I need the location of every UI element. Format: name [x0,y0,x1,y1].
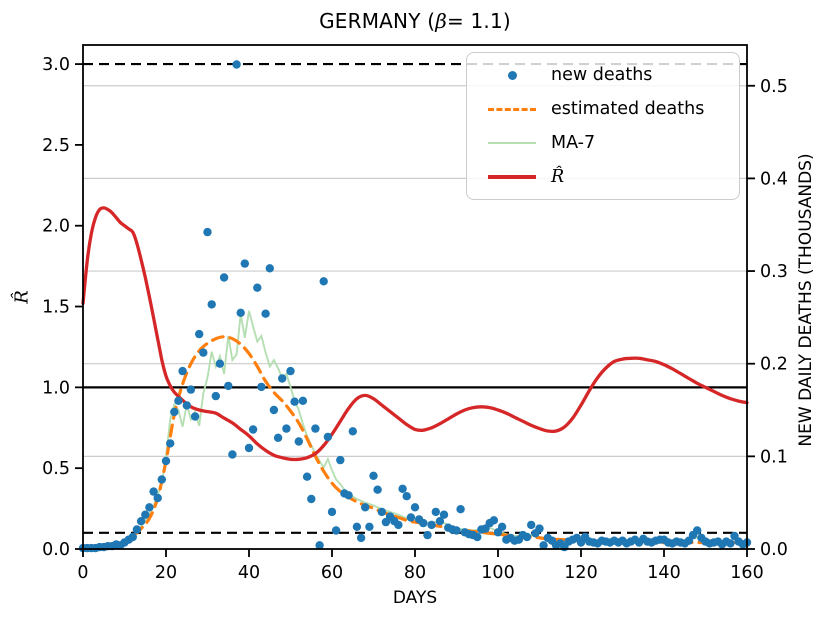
left-axis-ticks: 0.0 0.5 1.0 1.5 2.0 2.5 3.0 [42,55,83,560]
legend-item-r-hat: R̂ [487,160,739,194]
legend-label-r-hat: R̂ [551,167,565,187]
y-axis-label-left: R̂ [11,290,33,304]
legend-label-ma7: MA-7 [551,133,596,153]
svg-text:20: 20 [155,563,177,583]
legend-item-ma7: MA-7 [487,126,739,160]
svg-text:3.0: 3.0 [42,55,70,75]
svg-text:40: 40 [238,563,260,583]
chart-title-prefix: GERMANY ( [319,9,436,33]
legend-item-estimated-deaths: estimated deaths [487,92,739,126]
y-axis-label-right: NEW DAILY DEATHS (THOUSANDS) [796,153,816,447]
right-axis-ticks: 0.0 0.1 0.2 0.3 0.4 0.5 [747,77,788,560]
svg-text:2.5: 2.5 [42,136,70,156]
svg-text:0.2: 0.2 [760,355,788,375]
new-deaths-marker-icon [487,70,537,80]
svg-text:1.5: 1.5 [42,298,70,318]
svg-text:160: 160 [730,563,763,583]
beta-symbol: β [435,9,447,33]
svg-text:0.0: 0.0 [42,540,70,560]
legend-label-estimated-deaths: estimated deaths [551,99,705,119]
svg-text:0.5: 0.5 [760,77,788,97]
ma7-marker-icon [487,142,537,144]
legend-item-new-deaths: new deaths [487,58,739,92]
x-axis-label: DAYS [392,588,438,608]
r-hat-marker-icon [487,175,537,179]
svg-text:0.3: 0.3 [760,262,788,282]
x-axis-ticks: 0 20 40 60 80 100 120 140 160 [77,549,764,583]
svg-text:0.5: 0.5 [42,459,70,479]
svg-text:2.0: 2.0 [42,217,70,237]
svg-text:1.0: 1.0 [42,378,70,398]
svg-text:120: 120 [564,563,597,583]
svg-text:140: 140 [647,563,680,583]
svg-text:100: 100 [481,563,514,583]
svg-text:0.4: 0.4 [760,169,788,189]
svg-text:0.0: 0.0 [760,540,788,560]
svg-text:60: 60 [321,563,343,583]
chart-title: GERMANY (β= 1.1) [319,9,511,33]
legend: new deaths estimated deaths MA-7 R̂ [466,52,740,200]
legend-label-new-deaths: new deaths [551,65,653,85]
svg-text:0: 0 [77,563,88,583]
r-hat-line [81,206,749,462]
estimated-deaths-marker-icon [487,107,537,111]
chart-title-suffix: = 1.1) [446,9,511,33]
svg-text:80: 80 [404,563,426,583]
svg-text:0.1: 0.1 [760,447,788,467]
